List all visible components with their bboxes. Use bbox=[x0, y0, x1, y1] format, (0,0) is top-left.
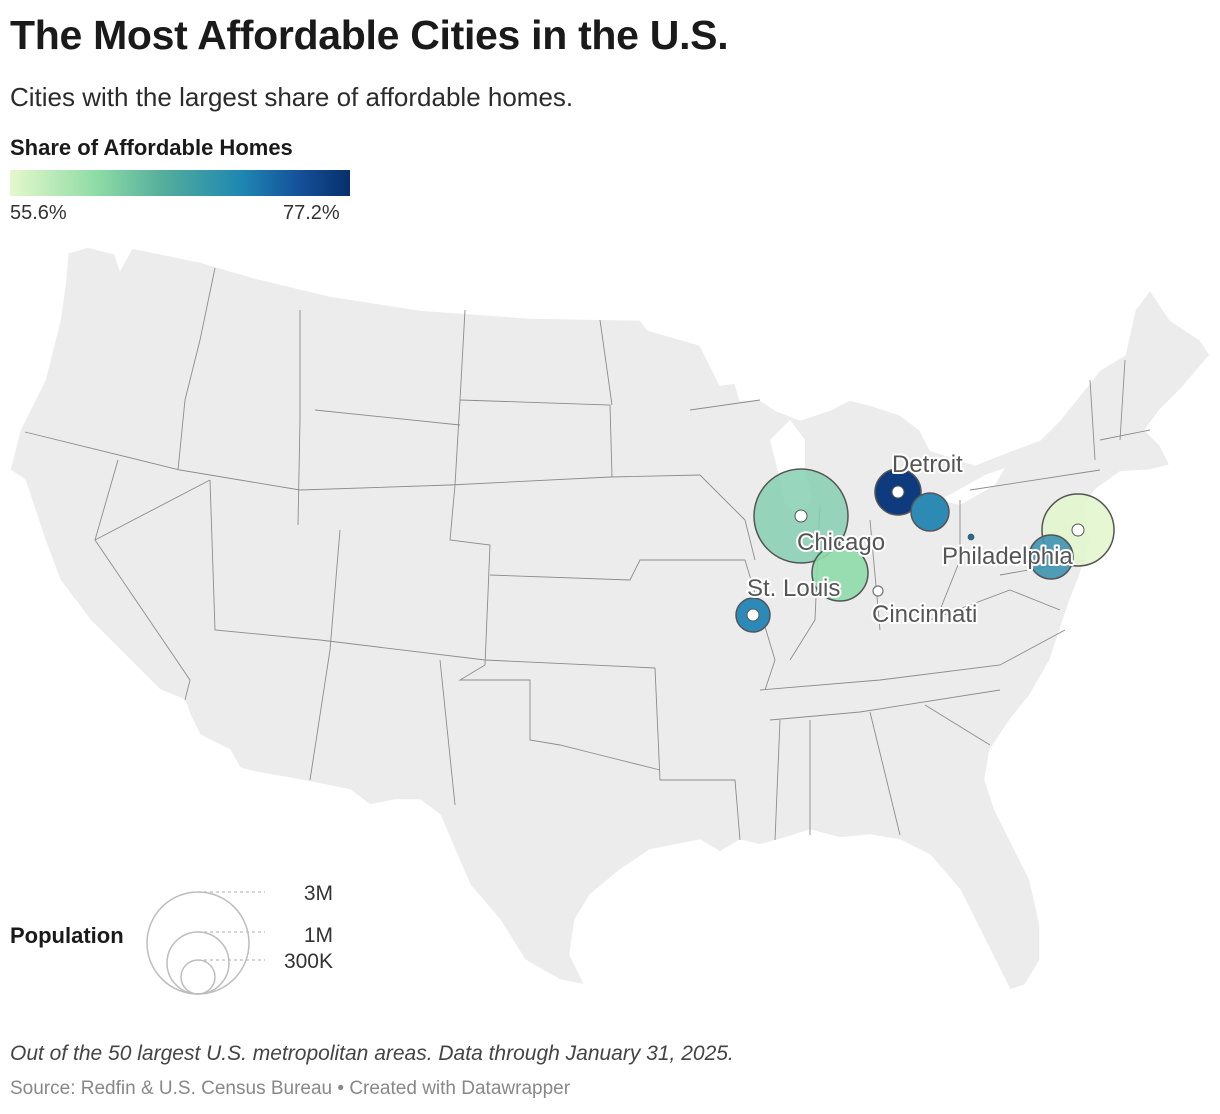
dot-st-louis bbox=[746, 608, 760, 622]
color-legend-title: Share of Affordable Homes bbox=[10, 135, 293, 160]
population-size-legend: 3M 1M 300K bbox=[146, 882, 333, 995]
dot-philadelphia bbox=[1071, 523, 1085, 537]
lake-erie bbox=[940, 468, 1005, 505]
size-legend-3m bbox=[146, 891, 250, 995]
population-legend-title: Population bbox=[10, 923, 124, 948]
label-philadelphia: Philadelphia bbox=[942, 543, 1073, 570]
color-legend-max-label: 77.2% bbox=[283, 202, 340, 224]
city-center-dots bbox=[746, 485, 1085, 622]
source-credit: Source: Redfin & U.S. Census Bureau • Cr… bbox=[10, 1078, 571, 1099]
chart-subtitle: Cities with the largest share of afforda… bbox=[10, 82, 574, 112]
us-landmass bbox=[9, 246, 1211, 991]
bubble-toledo[interactable] bbox=[910, 492, 950, 532]
label-chicago: Chicago bbox=[797, 529, 885, 556]
dot-chicago bbox=[794, 509, 808, 523]
dot-detroit bbox=[891, 485, 905, 499]
chart-title: The Most Affordable Cities in the U.S. bbox=[10, 12, 729, 58]
size-legend-300k bbox=[180, 959, 216, 995]
bubble-pittsburgh[interactable] bbox=[967, 533, 975, 541]
size-legend-label-1m: 1M bbox=[304, 924, 333, 947]
size-legend-label-3m: 3M bbox=[304, 882, 333, 905]
state-borders bbox=[24, 267, 1151, 841]
color-legend-min-label: 55.6% bbox=[10, 202, 67, 224]
bubble-cincinnati[interactable] bbox=[872, 585, 884, 597]
size-legend-label-300k: 300K bbox=[284, 950, 333, 973]
label-detroit: Detroit bbox=[892, 451, 963, 478]
size-legend-1m bbox=[166, 931, 230, 995]
us-map: Detroit Chicago St. Louis Cincinnati Phi… bbox=[9, 246, 1211, 995]
color-legend-gradient bbox=[10, 170, 350, 196]
bubble-baltimore[interactable] bbox=[1028, 534, 1074, 580]
footnote: Out of the 50 largest U.S. metropolitan … bbox=[10, 1042, 734, 1065]
label-cincinnati: Cincinnati bbox=[872, 601, 977, 628]
bubble-indianapolis[interactable] bbox=[811, 544, 869, 602]
city-markers bbox=[735, 468, 1115, 633]
label-st-louis: St. Louis bbox=[747, 575, 840, 602]
city-labels: Detroit Chicago St. Louis Cincinnati Phi… bbox=[745, 449, 1075, 630]
